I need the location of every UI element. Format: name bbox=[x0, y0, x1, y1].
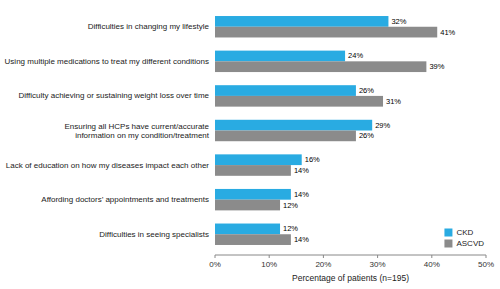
bar bbox=[215, 189, 291, 200]
tick bbox=[431, 255, 432, 258]
data-label: 14% bbox=[294, 190, 309, 199]
data-label: 24% bbox=[348, 51, 363, 60]
data-label: 29% bbox=[375, 121, 390, 130]
category-label: Difficulties in changing my lifestyle bbox=[88, 22, 210, 31]
bar bbox=[215, 96, 383, 107]
bar bbox=[215, 85, 356, 96]
legend: CKD ASCVD bbox=[444, 228, 484, 248]
tick bbox=[269, 255, 270, 258]
tick-label: 30% bbox=[370, 260, 386, 269]
tick bbox=[215, 255, 216, 258]
data-label: 14% bbox=[294, 235, 309, 244]
data-label: 39% bbox=[429, 62, 444, 71]
tick bbox=[486, 255, 487, 258]
bar bbox=[215, 120, 372, 131]
bar bbox=[215, 61, 426, 72]
bars bbox=[215, 16, 437, 245]
legend-label: ASCVD bbox=[456, 239, 484, 248]
legend-swatch bbox=[444, 240, 452, 248]
bar bbox=[215, 200, 280, 211]
category-label: Ensuring all HCPs have current/accuratei… bbox=[64, 122, 209, 140]
bar bbox=[215, 165, 291, 176]
tick-label: 10% bbox=[261, 260, 277, 269]
data-label: 32% bbox=[391, 17, 406, 26]
data-labels: 32%24%26%29%16%14%12%41%39%31%26%14%12%1… bbox=[283, 17, 456, 244]
tick-label: 40% bbox=[424, 260, 440, 269]
category-label: Difficulty achieving or sustaining weigh… bbox=[18, 91, 209, 100]
tick bbox=[377, 255, 378, 258]
bar bbox=[215, 51, 345, 62]
data-label: 41% bbox=[440, 28, 455, 37]
data-label: 26% bbox=[359, 86, 374, 95]
bar bbox=[215, 234, 291, 245]
axis-line bbox=[215, 255, 486, 256]
data-label: 12% bbox=[283, 224, 298, 233]
chart: Difficulties in changing my lifestyle Usi… bbox=[0, 0, 500, 289]
data-label: 14% bbox=[294, 166, 309, 175]
tick-label: 20% bbox=[315, 260, 331, 269]
bar bbox=[215, 16, 388, 27]
data-label: 12% bbox=[283, 201, 298, 210]
data-label: 31% bbox=[386, 97, 401, 106]
data-label: 26% bbox=[359, 131, 374, 140]
legend-label: CKD bbox=[456, 228, 473, 237]
tick-label: 50% bbox=[478, 260, 494, 269]
category-label: Lack of education on how my diseases imp… bbox=[6, 161, 210, 170]
x-axis-label: Percentage of patients (n=195) bbox=[292, 273, 409, 283]
bar bbox=[215, 131, 356, 142]
tick bbox=[323, 255, 324, 258]
data-label: 16% bbox=[305, 155, 320, 164]
bar bbox=[215, 224, 280, 235]
tick-label: 0% bbox=[209, 260, 221, 269]
bar bbox=[215, 154, 302, 165]
category-label: Difficulties in seeing specialists bbox=[99, 230, 209, 239]
y-axis: Difficulties in changing my lifestyle Usi… bbox=[5, 22, 210, 239]
x-axis: 0% 10% 20% 30% 40% 50% Percentage of patients … bbox=[209, 255, 494, 283]
legend-swatch bbox=[444, 229, 452, 237]
bar bbox=[215, 27, 437, 38]
category-label: Using multiple medications to treat my d… bbox=[5, 57, 209, 66]
category-label: Affording doctors’ appointments and trea… bbox=[41, 195, 209, 204]
